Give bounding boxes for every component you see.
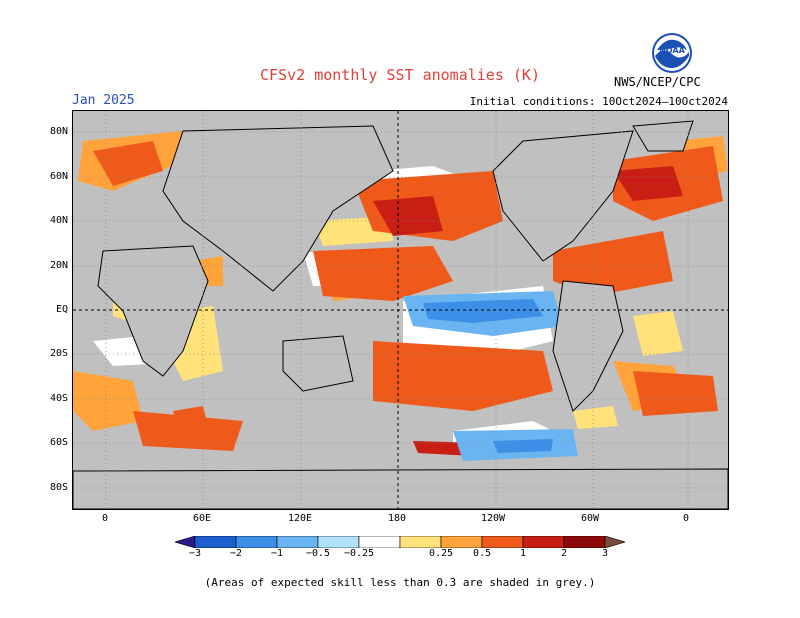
agency-label: NWS/NCEP/CPC xyxy=(614,75,701,89)
colorbar-tick-label: −1 xyxy=(270,548,284,559)
colorbar-max-triangle xyxy=(604,536,625,548)
sst-anomaly-map xyxy=(72,110,729,510)
colorbar xyxy=(175,536,625,548)
australia-landmass xyxy=(282,335,354,392)
lat-label: 60S xyxy=(49,437,68,448)
colorbar-tick-label: 1 xyxy=(519,548,527,559)
moderate-cool-regions xyxy=(423,299,553,453)
colorbar-cell xyxy=(481,536,524,548)
lat-label: 80N xyxy=(49,126,68,137)
colorbar-min-triangle xyxy=(175,536,196,548)
colorbar-tick-label: 2 xyxy=(560,548,568,559)
lat-label: EQ xyxy=(55,304,68,315)
colorbar-cell xyxy=(399,536,442,548)
land-masses xyxy=(73,120,728,509)
lat-label: 20N xyxy=(49,260,68,271)
north-america-landmass xyxy=(492,130,634,262)
lat-label: 60N xyxy=(49,171,68,182)
colorbar-cell xyxy=(440,536,483,548)
lon-label: 60W xyxy=(580,513,600,524)
lat-label: 40S xyxy=(49,393,68,404)
lon-label: 120E xyxy=(287,513,313,524)
colorbar-tick-label: −3 xyxy=(188,548,202,559)
eurasia-landmass xyxy=(162,125,394,292)
colorbar-cell xyxy=(563,536,606,548)
noaa-logo: NOAA xyxy=(652,33,692,73)
colorbar-tick-label: −0.5 xyxy=(305,548,331,559)
greenland-landmass xyxy=(632,120,694,152)
lon-label: 60E xyxy=(192,513,212,524)
colorbar-tick-label: 3 xyxy=(601,548,609,559)
colorbar-cell xyxy=(522,536,565,548)
lon-label: 0 xyxy=(682,513,690,524)
lon-label: 0 xyxy=(101,513,109,524)
lat-label: 40N xyxy=(49,215,68,226)
chart-title: CFSv2 monthly SST anomalies (K) xyxy=(260,66,540,84)
africa-landmass xyxy=(97,245,209,377)
lon-label: 180 xyxy=(387,513,407,524)
colorbar-cell xyxy=(194,536,237,548)
colorbar-tick-label: 0.25 xyxy=(428,548,454,559)
lat-label: 80S xyxy=(49,482,68,493)
colorbar-cell xyxy=(235,536,278,548)
colorbar-cell xyxy=(317,536,360,548)
skill-footnote: (Areas of expected skill less than 0.3 a… xyxy=(204,576,596,589)
lon-label: 120W xyxy=(480,513,506,524)
colorbar-cell xyxy=(276,536,319,548)
antarctica-landmass xyxy=(73,468,728,509)
logo-text: NOAA xyxy=(659,46,685,55)
south-america-landmass xyxy=(552,280,624,412)
initial-conditions: Initial conditions: 10Oct2024–10Oct2024 xyxy=(469,95,728,108)
lat-label: 20S xyxy=(49,348,68,359)
colorbar-tick-label: −0.25 xyxy=(343,548,375,559)
colorbar-tick-label: 0.5 xyxy=(472,548,492,559)
map-canvas xyxy=(73,111,728,509)
colorbar-tick-label: −2 xyxy=(229,548,243,559)
forecast-month: Jan 2025 xyxy=(72,93,135,108)
colorbar-cell xyxy=(358,536,401,548)
